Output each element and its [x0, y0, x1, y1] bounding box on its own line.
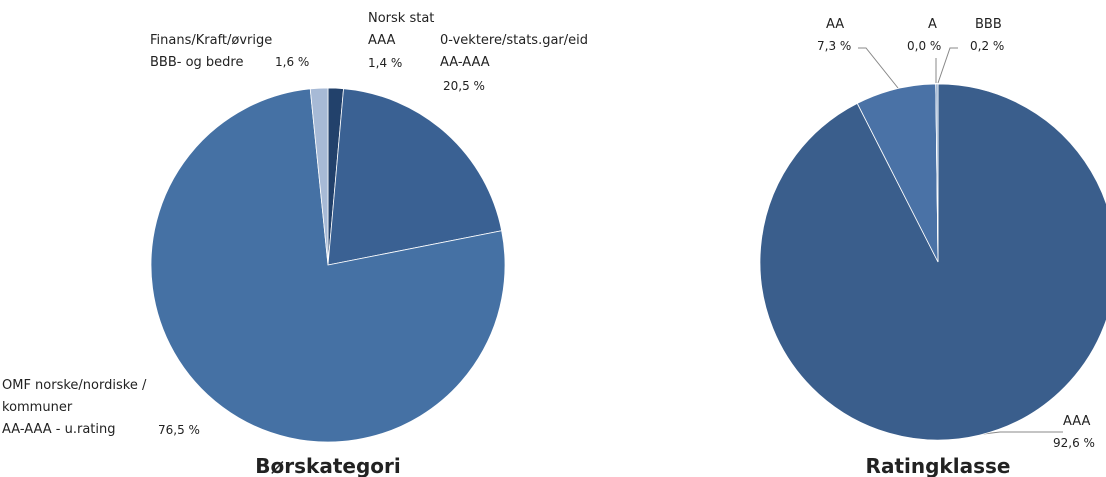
leader-line	[937, 47, 958, 84]
slice-label: OMF norske/nordiske / kommuner AA-AAA - u.…	[2, 378, 147, 437]
value-label: 1,6 %	[275, 55, 309, 69]
leader-line	[858, 47, 899, 89]
value-label: 1,4 %	[368, 56, 402, 70]
value-label: 0,0 %	[907, 39, 941, 53]
chart-title: Ratingklasse	[866, 454, 1011, 477]
pie-slice	[759, 83, 1106, 441]
slice-label: BBB	[975, 17, 1002, 32]
pie-slice	[935, 83, 939, 263]
pie-slice	[327, 88, 503, 266]
pie-slice	[309, 87, 329, 266]
slice-label: Norsk stat AAA	[368, 11, 434, 48]
slice-label: AA	[826, 17, 844, 32]
slice-label: Finans/Kraft/øvrige BBB- og bedre	[150, 33, 272, 70]
chart-title: Børskategori	[255, 454, 400, 477]
value-label: 76,5 %	[158, 423, 200, 437]
value-label: 92,6 %	[1053, 436, 1095, 450]
value-label: 7,3 %	[817, 39, 851, 53]
slice-label: 0-vektere/stats.gar/eid AA-AAA	[440, 33, 588, 70]
pie-slice	[150, 88, 506, 443]
slice-label: A	[928, 17, 937, 32]
value-label: 0,2 %	[970, 39, 1004, 53]
slice-label: AAA	[1063, 414, 1091, 429]
value-label: 20,5 %	[443, 79, 485, 93]
